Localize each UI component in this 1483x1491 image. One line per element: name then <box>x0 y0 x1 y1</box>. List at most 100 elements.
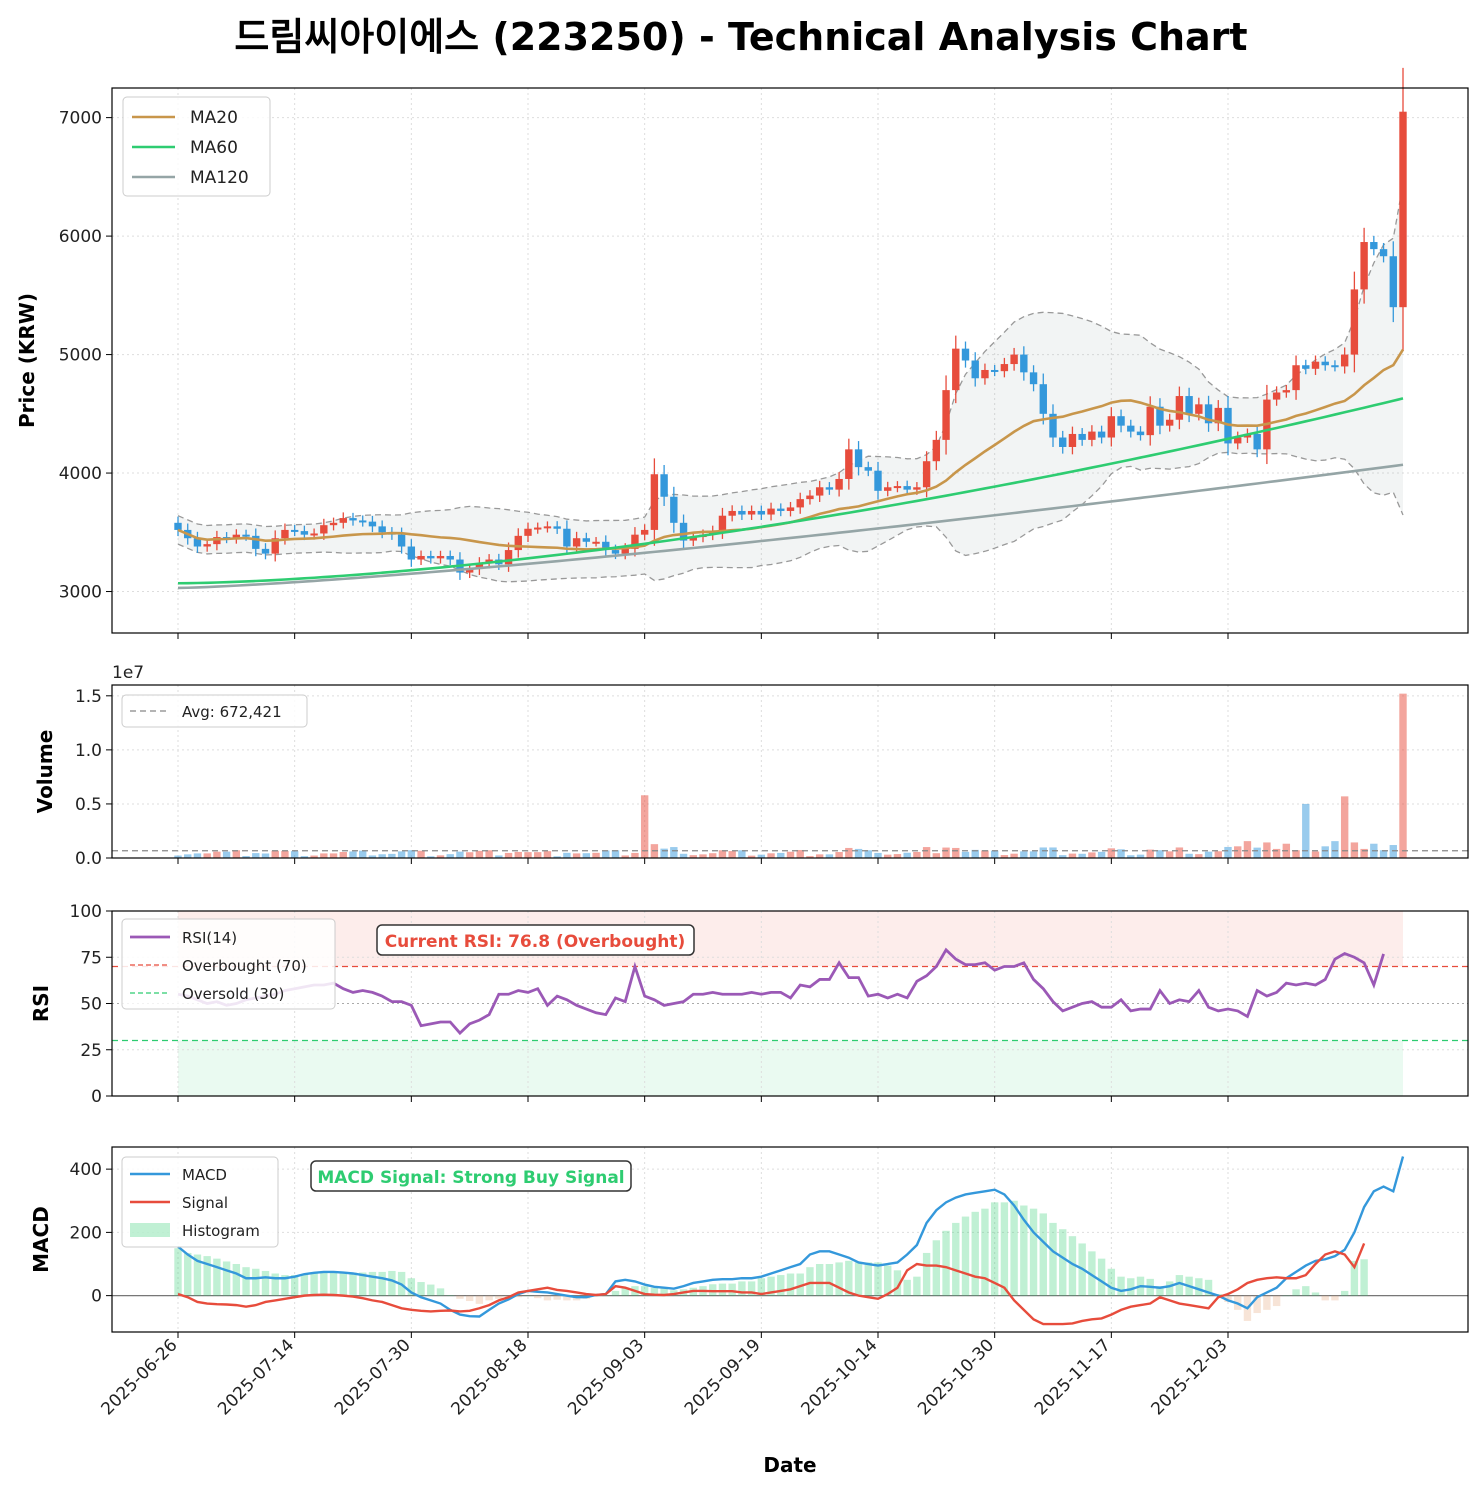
macd-annotation-text: MACD Signal: Strong Buy Signal <box>317 1168 624 1188</box>
macd-histogram-bar <box>1292 1289 1300 1296</box>
volume-bar <box>874 852 882 858</box>
macd-histogram-bar <box>1165 1281 1174 1296</box>
candle-body <box>553 526 561 529</box>
macd-histogram-bar <box>1059 1229 1067 1296</box>
volume-bar <box>485 850 493 858</box>
volume-bar <box>786 851 795 858</box>
macd-histogram-bar <box>427 1284 435 1296</box>
volume-bar <box>1000 855 1009 858</box>
macd-histogram-bar <box>874 1262 882 1296</box>
volume-bar <box>524 852 532 858</box>
macd-histogram-bar <box>1272 1295 1281 1307</box>
ma60-line <box>177 397 1404 585</box>
candle-body <box>884 487 892 491</box>
candle-body <box>942 390 950 440</box>
volume-bar <box>514 851 522 858</box>
macd-frame <box>111 1146 1469 1333</box>
rsi-annotation: Current RSI: 76.8 (Overbought) <box>376 924 695 956</box>
candle-body <box>1068 433 1077 447</box>
macd-legend-label: Histogram <box>182 1222 260 1240</box>
candle-body <box>465 569 474 573</box>
volume-bar <box>1127 855 1135 858</box>
candle-body <box>1088 431 1096 440</box>
macd-histogram-bar <box>1097 1258 1106 1296</box>
volume-bar <box>679 853 688 858</box>
candle-body <box>349 518 357 521</box>
bollinger-band-fill <box>178 184 1403 582</box>
candle-body <box>475 563 484 570</box>
volume-bar <box>271 850 279 858</box>
candle-body <box>563 528 571 547</box>
candle-body <box>1331 365 1339 368</box>
price-ylabel: Price (KRW) <box>15 293 39 428</box>
volume-bar <box>1078 853 1086 858</box>
candle-body <box>1059 437 1067 447</box>
volume-bar <box>339 852 347 858</box>
rsi-legend-label: Oversold (30) <box>182 985 284 1003</box>
macd-histogram-bar <box>1195 1278 1203 1296</box>
macd-histogram-bar <box>952 1222 960 1296</box>
macd-histogram-bar <box>1321 1295 1329 1301</box>
macd-histogram-bar <box>300 1274 309 1296</box>
volume-ylabel: Volume <box>33 730 57 814</box>
price-frame <box>111 87 1469 634</box>
candle-body <box>932 439 941 462</box>
volume-bar <box>592 852 600 858</box>
volume-bar <box>1049 847 1057 858</box>
macd-histogram-bar <box>329 1272 338 1296</box>
candle-body <box>1195 404 1203 414</box>
macd-histogram-bar <box>456 1295 464 1299</box>
macd-histogram-bar <box>252 1268 260 1296</box>
macd-histogram-bar <box>757 1278 766 1296</box>
macd-legend-label: MACD <box>182 1166 227 1184</box>
candle-body <box>1389 256 1397 308</box>
volume-bar <box>660 848 668 858</box>
volume-bar <box>1088 852 1096 858</box>
candle-body <box>777 508 785 511</box>
volume-bar <box>193 853 202 858</box>
volume-bar <box>602 850 610 858</box>
volume-bar <box>290 851 299 858</box>
volume-bar <box>1292 850 1300 858</box>
macd-histogram-bar <box>845 1260 853 1296</box>
volume-bar <box>611 850 620 858</box>
volume-bar <box>1331 841 1339 858</box>
candle-body <box>1370 242 1378 250</box>
candle-body <box>845 449 853 479</box>
rsi-annotation-text: Current RSI: 76.8 (Overbought) <box>385 932 686 952</box>
volume-offset-label: 1e7 <box>112 663 144 683</box>
volume-bar <box>427 856 435 858</box>
candle-body <box>1029 372 1038 385</box>
candle-body <box>407 546 416 560</box>
candle-body <box>660 474 668 497</box>
volume-bar <box>329 853 338 858</box>
volume-bar <box>1117 849 1125 858</box>
volume-bar <box>543 851 552 858</box>
volume-bar <box>777 852 785 858</box>
candle-body <box>602 541 610 551</box>
candle-body <box>271 538 279 554</box>
candle-body <box>1379 249 1388 257</box>
macd-histogram-bar <box>835 1262 843 1296</box>
macd-histogram-bar <box>524 1295 532 1297</box>
rsi-panel: 0 25 50 75 100 RSI RSI(14) Overbought (70) Overs… <box>29 902 1469 1107</box>
candle-body <box>796 499 804 508</box>
price-ytick-label: 3000 <box>59 583 102 603</box>
volume-bar <box>1185 853 1193 858</box>
candle-body <box>368 521 377 527</box>
volume-bar <box>971 849 979 858</box>
candle-body <box>203 544 211 547</box>
macd-histogram-bar <box>261 1270 270 1296</box>
rsi-legend-box <box>121 918 336 1010</box>
volume-bar <box>1360 848 1368 858</box>
macd-legend-swatch <box>130 1223 170 1237</box>
rsi-ytick-label: 0 <box>91 1087 102 1107</box>
volume-bar <box>1321 846 1329 858</box>
volume-panel: 0.0 0.5 1.0 1.5 1e7 Volume Avg: 672,421 <box>33 663 1469 869</box>
volume-bar <box>1039 847 1047 858</box>
volume-bar <box>806 856 814 858</box>
macd-histogram-bar <box>767 1276 775 1296</box>
volume-bar <box>1107 848 1116 858</box>
candle-body <box>417 555 425 560</box>
